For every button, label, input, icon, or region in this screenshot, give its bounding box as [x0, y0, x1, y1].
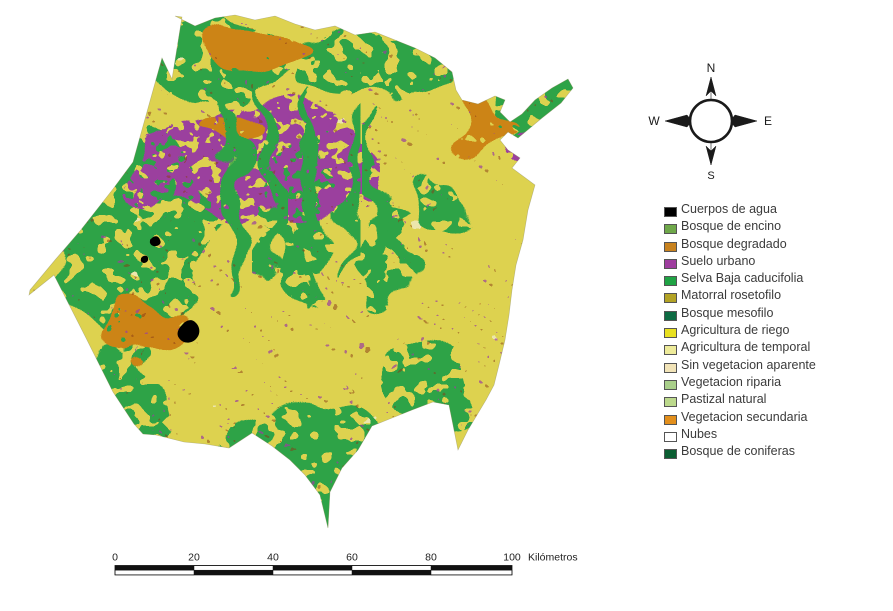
svg-text:E: E — [764, 114, 772, 128]
svg-text:40: 40 — [267, 552, 279, 564]
svg-text:N: N — [707, 61, 716, 75]
svg-text:80: 80 — [425, 552, 437, 564]
svg-text:S: S — [707, 170, 714, 182]
svg-text:Kilómetros: Kilómetros — [528, 552, 578, 564]
svg-text:0: 0 — [112, 552, 118, 564]
svg-text:60: 60 — [346, 552, 358, 564]
svg-text:W: W — [648, 114, 660, 128]
svg-text:20: 20 — [188, 552, 200, 564]
svg-text:100: 100 — [503, 552, 521, 564]
